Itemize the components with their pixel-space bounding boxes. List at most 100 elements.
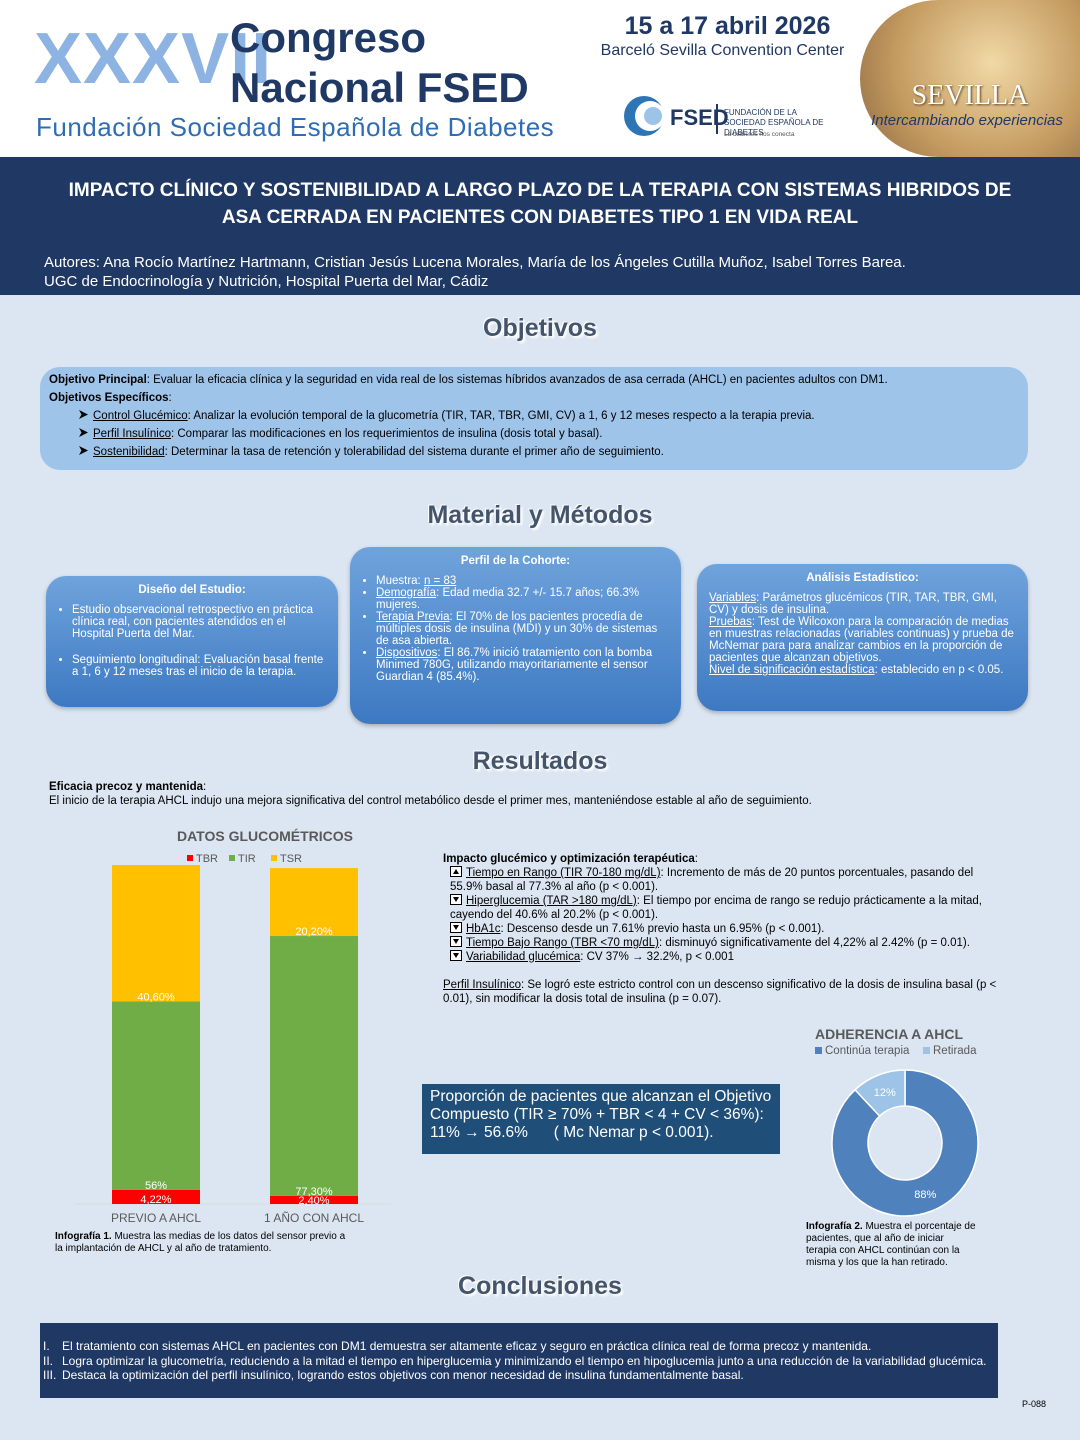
x-tick-label: PREVIO A AHCL: [111, 1211, 201, 1225]
value-label: 56%: [145, 1180, 167, 1192]
bold-text: Objetivos Específicos: [49, 392, 169, 404]
methods-box: Análisis Estadístico: Variables: Parámetr…: [697, 564, 1028, 711]
underlined-text: Variabilidad glucémica: [466, 951, 581, 963]
box-item: Seguimiento longitudinal: Evaluación bas…: [72, 654, 326, 678]
box-item: Estudio observacional retrospectivo en p…: [72, 604, 326, 640]
objectives-box: Objetivo Principal: Evaluar la eficacia …: [40, 367, 1028, 470]
objective-item: Control Glucémico: Analizar la evolución…: [79, 409, 1019, 423]
legend-label: Continúa terapia: [825, 1045, 910, 1057]
text: : El tiempo por encima de rango se reduj…: [450, 895, 982, 921]
numeral: I.: [43, 1339, 50, 1353]
congress-line: Nacional FSED: [230, 64, 529, 111]
donut-slice: [831, 1069, 979, 1217]
bold-text: Objetivo Principal: [49, 374, 147, 386]
logo-tagline: La diabetes nos conecta: [724, 131, 795, 138]
value-label: 77,30%: [295, 1186, 333, 1198]
header: XXXVII Congreso Nacional FSED Fundación …: [0, 0, 1080, 157]
conclusion-text: El tratamiento con sistemas AHCL en paci…: [62, 1339, 872, 1353]
objectives-specific-heading: Objetivos Específicos:: [49, 391, 1019, 405]
underlined-text: Terapia Previa: [376, 611, 450, 623]
underlined-text: Sostenibilidad: [93, 446, 165, 458]
legend-swatch: [187, 855, 193, 861]
logo-mark: [624, 96, 665, 136]
legend-swatch: [923, 1047, 930, 1054]
value-label: 40,60%: [137, 992, 175, 1004]
city-image: [860, 0, 1080, 157]
insulin-profile: Perfil Insulínico: Se logró este estrict…: [443, 978, 1003, 1006]
bold-text: Infografía 2.: [806, 1221, 863, 1232]
underlined-text: n = 83: [423, 575, 457, 587]
logo-text: FUNDACIÓN DE LA SOCIEDAD ESPAÑOLA DE DIA…: [724, 108, 824, 137]
numeral: III.: [43, 1368, 57, 1382]
arrow-bullet: [79, 445, 93, 459]
arrow-icon: [79, 410, 88, 419]
underlined-text: Dispositivos: [376, 647, 438, 659]
affiliation: UGC de Endocrinología y Nutrición, Hospi…: [44, 273, 489, 290]
text: : Parámetros glucémicos (TIR, TAR, TBR, …: [709, 592, 998, 616]
bold-text: Impacto glucémico y optimización terapéu…: [443, 853, 695, 865]
chart-title: DATOS GLUCOMÉTRICOS: [177, 828, 353, 844]
section-heading: Objetivos: [483, 314, 597, 342]
caption: Infografía 2. Muestra el porcentaje de p…: [806, 1221, 976, 1269]
text: : El 70% de los pacientes procedía de mú…: [376, 611, 658, 647]
impact-heading: Impacto glucémico y optimización terapéu…: [443, 852, 1003, 866]
text: Muestra las medias de los datos del sens…: [55, 1231, 346, 1254]
conclusions-box: I. El tratamiento con sistemas AHCL en pa…: [40, 1323, 998, 1398]
text: : Descenso desde un 7.61% previo hasta u…: [500, 923, 825, 935]
legend-label: TSR: [280, 853, 302, 865]
foundation: Fundación Sociedad Española de Diabetes: [36, 112, 555, 142]
box-title: Perfil de la Cohorte:: [460, 555, 571, 567]
chart-title: ADHERENCIA A AHCL: [815, 1026, 963, 1042]
arrow-bullet: [79, 427, 93, 441]
text: : Determinar la tasa de retención y tole…: [164, 446, 664, 458]
composite-text: Proporción de pacientes que alcanzan el …: [430, 1088, 772, 1123]
objectives-list: Control Glucémico: Analizar la evolución…: [49, 409, 1019, 459]
section-heading: Conclusiones: [458, 1272, 622, 1300]
box-item: Muestra: n = 83: [376, 575, 669, 587]
box-item: Pruebas: Test de Wilcoxon para la compar…: [709, 616, 1016, 664]
impact-item: Tiempo en Rango (TIR 70-180 mg/dL): Incr…: [443, 866, 1003, 894]
conclusion-item: I. El tratamiento con sistemas AHCL en pa…: [43, 1339, 998, 1354]
underlined-text: Pruebas: [709, 616, 752, 628]
box-item: Demografía: Edad media 32.7 +/- 15.7 año…: [376, 587, 669, 611]
results-intro-text: El inicio de la terapia AHCL indujo una …: [49, 795, 812, 807]
bar-segment: [112, 865, 200, 1002]
value-label: 20,20%: [295, 926, 333, 938]
box-item: Dispositivos: El 86.7% inició tratamient…: [376, 647, 669, 683]
box-item: Variables: Parámetros glucémicos (TIR, T…: [709, 592, 1016, 616]
conclusion-item: II. Logra optimizar la glucometría, reduc…: [43, 1354, 998, 1369]
logo-name: FSED: [670, 105, 729, 130]
text: : Test de Wilcoxon para la comparación d…: [709, 616, 1014, 664]
underlined-text: Nivel de significación estadística: [709, 664, 875, 676]
text: :: [694, 853, 698, 865]
underlined-text: Demografía: [376, 587, 437, 599]
legend-label: TIR: [238, 853, 256, 865]
arrow-bullet: [79, 409, 93, 423]
stacked-bar-chart: DATOS GLUCOMÉTRICOS TBR TIR TSR 4,22% 56% 40,6…: [75, 828, 391, 1225]
underlined-text: Control Glucémico: [93, 410, 188, 422]
text: : Evaluar la eficacia clínica y la segur…: [146, 374, 888, 386]
venue: Barceló Sevilla Convention Center: [600, 42, 845, 59]
trend-icon: [450, 922, 462, 933]
dates: 15 a 17 abril 2026: [624, 12, 831, 40]
city: SEVILLA: [911, 80, 1029, 111]
donut-chart: ADHERENCIA A AHCL Continúa terapia Retirad…: [815, 1026, 979, 1217]
legend-label: Retirada: [933, 1045, 977, 1057]
donut-slice: [853, 1069, 906, 1118]
authors: Autores: Ana Rocío Martínez Hartmann, Cr…: [44, 254, 906, 271]
congress-line: Congreso: [230, 14, 427, 61]
box-item: Terapia Previa: El 70% de los pacientes …: [376, 611, 669, 647]
underlined-text: Tiempo en Rango (TIR 70-180 mg/dL): [466, 867, 661, 879]
text: Estudio observacional retrospectivo en p…: [72, 604, 313, 640]
composite-box: Proporción de pacientes que alcanzan el …: [422, 1084, 780, 1154]
text: Muestra el porcentaje de pacientes, que …: [806, 1221, 976, 1268]
text: : establecido en p < 0.05.: [874, 664, 1004, 676]
impact-item: Variabilidad glucémica: CV 37% → 32.2%, …: [443, 950, 1003, 964]
impact-item: Tiempo Bajo Rango (TBR <70 mg/dL): dismi…: [443, 936, 1003, 950]
impact-box: Impacto glucémico y optimización terapéu…: [443, 852, 1003, 1006]
x-tick-label: 1 AÑO CON AHCL: [264, 1211, 364, 1225]
objective-principal: Objetivo Principal: Evaluar la eficacia …: [49, 373, 1019, 387]
bar-segment: [112, 1189, 200, 1204]
conclusion-item: III. Destaca la optimización del perfil i…: [43, 1368, 998, 1383]
